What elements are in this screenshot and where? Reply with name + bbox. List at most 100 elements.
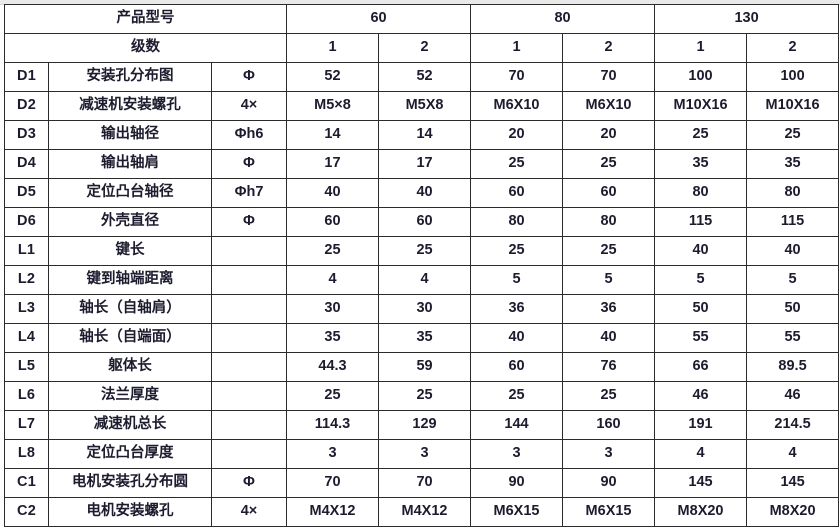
cell-L3-c3: 36 bbox=[562, 294, 656, 324]
row-name-D3: 输出轴径 bbox=[48, 120, 212, 150]
cell-D5-c2: 60 bbox=[470, 178, 564, 208]
cell-L7-c0: 114.3 bbox=[286, 410, 379, 440]
header-row-stage: 级数 1 2 1 2 1 2 bbox=[4, 33, 840, 63]
cell-D2-c1: M5X8 bbox=[377, 91, 472, 121]
row-name-C1: 电机安装孔分布圆 bbox=[48, 468, 212, 498]
cell-C1-c5: 145 bbox=[746, 468, 840, 498]
cell-L7-c5: 214.5 bbox=[746, 410, 840, 440]
cell-L1-c4: 40 bbox=[654, 236, 748, 266]
cell-D1-c0: 52 bbox=[286, 62, 379, 92]
table-row: C1 电机安装孔分布圆 Φ 70 70 90 90 145 145 bbox=[4, 468, 840, 498]
cell-L8-c3: 3 bbox=[562, 439, 656, 469]
cell-L5-c2: 60 bbox=[470, 352, 564, 382]
cell-L5-c0: 44.3 bbox=[286, 352, 379, 382]
row-code-D2: D2 bbox=[4, 91, 49, 121]
header-stage-4: 1 bbox=[654, 33, 748, 63]
table-row: D2 减速机安装螺孔 4× M5×8 M5X8 M6X10 M6X10 M10X16 M10X1… bbox=[4, 91, 840, 121]
cell-L8-c1: 3 bbox=[377, 439, 472, 469]
cell-C1-c0: 70 bbox=[286, 468, 379, 498]
cell-C1-c4: 145 bbox=[654, 468, 748, 498]
cell-L6-c5: 46 bbox=[746, 381, 840, 411]
cell-D3-c2: 20 bbox=[470, 120, 564, 150]
table-row: D1 安装孔分布图 Φ 52 52 70 70 100 100 bbox=[4, 62, 840, 92]
cell-C2-c4: M8X20 bbox=[654, 497, 748, 527]
row-symbol-C2: 4× bbox=[211, 497, 287, 527]
cell-L6-c0: 25 bbox=[286, 381, 379, 411]
row-symbol-L7 bbox=[211, 410, 287, 440]
cell-L3-c1: 30 bbox=[377, 294, 472, 324]
table-row: L6 法兰厚度 25 25 25 25 46 46 bbox=[4, 381, 840, 411]
cell-D6-c1: 60 bbox=[377, 207, 472, 237]
cell-L5-c1: 59 bbox=[377, 352, 472, 382]
cell-L2-c4: 5 bbox=[654, 265, 748, 295]
row-code-L8: L8 bbox=[4, 439, 49, 469]
row-code-L5: L5 bbox=[4, 352, 49, 382]
row-code-C1: C1 bbox=[4, 468, 49, 498]
row-symbol-L1 bbox=[211, 236, 287, 266]
header-model-60: 60 bbox=[285, 4, 472, 34]
row-name-L1: 键长 bbox=[48, 236, 212, 266]
table-row: L1 键长 25 25 25 25 40 40 bbox=[4, 236, 840, 266]
cell-D1-c2: 70 bbox=[470, 62, 564, 92]
row-name-L2: 键到轴端距离 bbox=[48, 265, 212, 295]
cell-L6-c3: 25 bbox=[562, 381, 656, 411]
cell-D3-c4: 25 bbox=[654, 120, 748, 150]
cell-C1-c2: 90 bbox=[470, 468, 564, 498]
header-model-80: 80 bbox=[470, 4, 656, 34]
cell-L3-c0: 30 bbox=[286, 294, 379, 324]
table-row: L4 轴长（自端面） 35 35 40 40 55 55 bbox=[4, 323, 840, 353]
cell-L5-c3: 76 bbox=[562, 352, 656, 382]
cell-D3-c3: 20 bbox=[562, 120, 656, 150]
cell-L1-c1: 25 bbox=[377, 236, 472, 266]
cell-L5-c5: 89.5 bbox=[746, 352, 840, 382]
cell-L3-c2: 36 bbox=[470, 294, 564, 324]
row-code-L6: L6 bbox=[4, 381, 49, 411]
row-code-D3: D3 bbox=[4, 120, 49, 150]
row-name-D2: 减速机安装螺孔 bbox=[48, 91, 212, 121]
cell-L4-c0: 35 bbox=[286, 323, 379, 353]
header-row-model: 产品型号 60 80 130 bbox=[4, 4, 840, 34]
row-code-L3: L3 bbox=[4, 294, 49, 324]
row-name-L7: 减速机总长 bbox=[48, 410, 212, 440]
cell-C2-c3: M6X15 bbox=[562, 497, 656, 527]
cell-L3-c5: 50 bbox=[746, 294, 840, 324]
cell-L7-c2: 144 bbox=[470, 410, 564, 440]
cell-L1-c5: 40 bbox=[746, 236, 840, 266]
table-row: C2 电机安装螺孔 4× M4X12 M4X12 M6X15 M6X15 M8X20 M8X20 bbox=[4, 497, 840, 527]
cell-D5-c3: 60 bbox=[562, 178, 656, 208]
cell-D4-c5: 35 bbox=[746, 149, 840, 179]
cell-D4-c3: 25 bbox=[562, 149, 656, 179]
row-symbol-L3 bbox=[211, 294, 287, 324]
cell-D4-c2: 25 bbox=[470, 149, 564, 179]
row-name-L3: 轴长（自轴肩） bbox=[48, 294, 212, 324]
cell-C2-c5: M8X20 bbox=[746, 497, 840, 527]
cell-D1-c1: 52 bbox=[377, 62, 472, 92]
table-row: L3 轴长（自轴肩） 30 30 36 36 50 50 bbox=[4, 294, 840, 324]
table-row: D5 定位凸台轴径 Φh7 40 40 60 60 80 80 bbox=[4, 178, 840, 208]
row-code-C2: C2 bbox=[4, 497, 49, 527]
row-code-D1: D1 bbox=[4, 62, 49, 92]
cell-L1-c3: 25 bbox=[562, 236, 656, 266]
row-code-D5: D5 bbox=[4, 178, 49, 208]
cell-D5-c0: 40 bbox=[286, 178, 379, 208]
cell-D4-c0: 17 bbox=[286, 149, 379, 179]
cell-D6-c0: 60 bbox=[286, 207, 379, 237]
cell-D3-c5: 25 bbox=[746, 120, 840, 150]
header-stage-0: 1 bbox=[286, 33, 379, 63]
cell-L8-c0: 3 bbox=[286, 439, 379, 469]
row-name-D4: 输出轴肩 bbox=[48, 149, 212, 179]
cell-D2-c0: M5×8 bbox=[286, 91, 379, 121]
row-symbol-L2 bbox=[211, 265, 287, 295]
row-symbol-D1: Φ bbox=[211, 62, 287, 92]
cell-D5-c1: 40 bbox=[377, 178, 472, 208]
cell-C1-c1: 70 bbox=[377, 468, 472, 498]
cell-D4-c1: 17 bbox=[377, 149, 472, 179]
table-row: D4 输出轴肩 Φ 17 17 25 25 35 35 bbox=[4, 149, 840, 179]
row-name-C2: 电机安装螺孔 bbox=[48, 497, 212, 527]
cell-L3-c4: 50 bbox=[654, 294, 748, 324]
row-code-L2: L2 bbox=[4, 265, 49, 295]
cell-L7-c3: 160 bbox=[562, 410, 656, 440]
cell-D5-c5: 80 bbox=[746, 178, 840, 208]
cell-C2-c1: M4X12 bbox=[377, 497, 472, 527]
cell-D2-c4: M10X16 bbox=[654, 91, 748, 121]
